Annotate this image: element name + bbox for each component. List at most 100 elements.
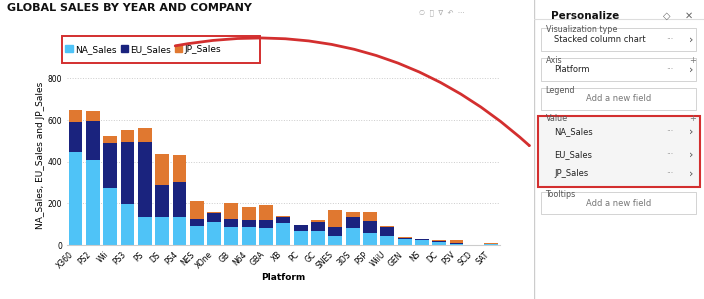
FancyBboxPatch shape [541, 120, 696, 144]
Text: ∅  ⬜  ∇  ↶  ···: ∅ ⬜ ∇ ↶ ··· [419, 9, 465, 16]
Text: ···: ··· [667, 35, 674, 44]
Bar [484, 243, 498, 244]
Text: ◇: ◇ [663, 11, 671, 21]
Y-axis label: NA_Sales, EU_Sales and JP_Sales: NA_Sales, EU_Sales and JP_Sales [36, 82, 44, 229]
Bar [311, 231, 325, 245]
Bar [415, 239, 429, 240]
Bar [450, 244, 463, 245]
Text: Add a new field: Add a new field [586, 94, 651, 103]
Bar [120, 204, 134, 245]
Text: ›: › [689, 127, 693, 137]
Bar [225, 227, 239, 245]
Bar [346, 217, 360, 228]
Bar [259, 220, 273, 228]
Bar [346, 212, 360, 217]
Bar [398, 239, 412, 245]
Text: NA_Sales: NA_Sales [554, 127, 593, 136]
Bar [190, 201, 203, 219]
Bar [380, 227, 394, 236]
Text: Platform: Platform [554, 65, 589, 74]
Bar [346, 228, 360, 245]
Bar [484, 244, 498, 245]
Bar [380, 226, 394, 227]
Text: ›: › [689, 149, 693, 159]
FancyBboxPatch shape [541, 88, 696, 110]
Bar [363, 233, 377, 245]
Bar [225, 203, 239, 219]
Bar [398, 238, 412, 239]
Bar [380, 236, 394, 245]
Bar [68, 152, 82, 245]
Text: Visualization type: Visualization type [546, 25, 617, 34]
Bar [86, 121, 100, 160]
Text: Add a new field: Add a new field [586, 199, 651, 208]
Bar [103, 136, 117, 143]
Bar [277, 223, 290, 245]
Bar [138, 128, 152, 142]
Bar [155, 216, 169, 245]
Bar [190, 219, 203, 226]
FancyBboxPatch shape [541, 58, 696, 81]
Text: ···: ··· [667, 169, 674, 178]
Bar [138, 142, 152, 216]
Text: Value: Value [546, 114, 567, 123]
Bar [259, 205, 273, 220]
Bar [155, 154, 169, 185]
Bar [450, 243, 463, 244]
Bar [277, 216, 290, 223]
Bar [207, 222, 221, 245]
Text: EU_Sales: EU_Sales [554, 150, 592, 159]
Bar [172, 155, 187, 182]
Text: Tooltips: Tooltips [546, 190, 576, 199]
Bar [138, 216, 152, 245]
Bar [294, 225, 308, 231]
Bar [86, 160, 100, 245]
Bar [415, 240, 429, 245]
Bar [155, 185, 169, 216]
Text: Legend: Legend [546, 86, 575, 95]
Text: Axis: Axis [546, 56, 562, 65]
Bar [68, 110, 82, 122]
X-axis label: Platform: Platform [261, 273, 306, 283]
Bar [328, 227, 342, 236]
Bar [450, 239, 463, 243]
Bar [103, 188, 117, 245]
Text: ···: ··· [667, 65, 674, 74]
Bar [68, 122, 82, 152]
Text: ✕: ✕ [685, 11, 693, 21]
FancyBboxPatch shape [62, 36, 260, 63]
FancyBboxPatch shape [538, 116, 700, 187]
FancyBboxPatch shape [541, 143, 696, 166]
FancyBboxPatch shape [541, 162, 696, 185]
Bar [311, 220, 325, 222]
Bar [120, 129, 134, 142]
Text: +: + [689, 114, 696, 123]
Text: JP_Sales: JP_Sales [554, 169, 589, 178]
Bar [225, 219, 239, 227]
Bar [172, 217, 187, 245]
FancyBboxPatch shape [541, 28, 696, 51]
Bar [190, 226, 203, 245]
Bar [328, 236, 342, 245]
Bar [432, 241, 446, 242]
Bar [259, 228, 273, 245]
Bar [120, 142, 134, 204]
Text: +: + [689, 56, 696, 65]
Text: Stacked column chart: Stacked column chart [554, 35, 646, 44]
Text: ›: › [689, 65, 693, 75]
Bar [241, 220, 256, 227]
Bar [172, 182, 187, 217]
Text: ···: ··· [667, 127, 674, 136]
Text: ···: ··· [667, 150, 674, 159]
Bar [328, 210, 342, 227]
Bar [432, 242, 446, 245]
Bar [363, 212, 377, 221]
Bar [241, 227, 256, 245]
Text: Personalize: Personalize [551, 11, 619, 21]
Bar [207, 213, 221, 222]
Bar [241, 207, 256, 220]
FancyBboxPatch shape [541, 192, 696, 214]
Text: ›: › [689, 35, 693, 45]
Bar [294, 231, 308, 245]
Legend: NA_Sales, EU_Sales, JP_Sales: NA_Sales, EU_Sales, JP_Sales [62, 41, 225, 57]
